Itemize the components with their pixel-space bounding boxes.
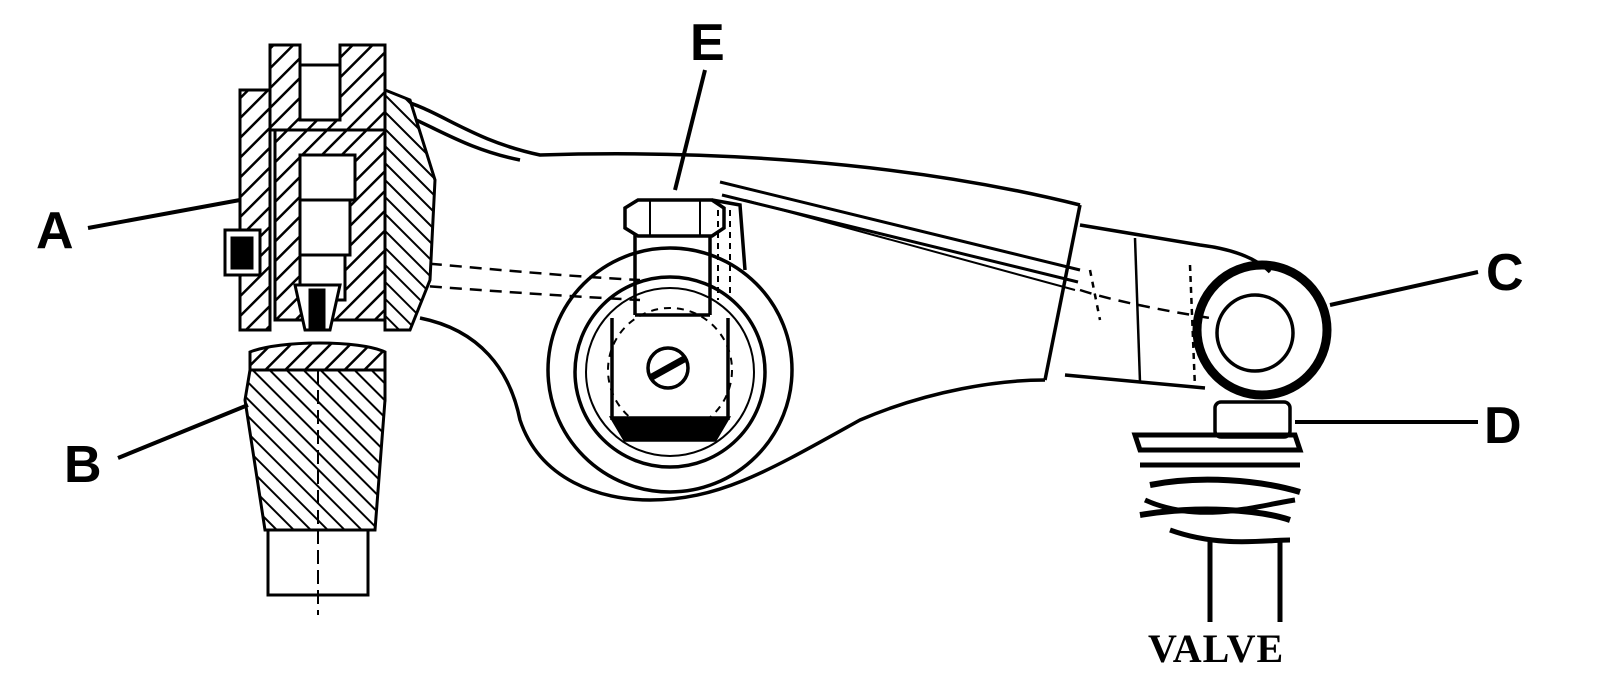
label-a: A [36,202,74,260]
leader-lines [87,69,1479,460]
tappet-section [223,43,437,615]
pivot-boss [546,230,794,494]
label-valve: VALVE [1148,626,1284,671]
rocker-arm-body [399,98,1082,502]
oil-passage [409,260,1211,321]
label-d: D [1484,397,1522,455]
adjuster-nut [623,198,747,300]
oil-tube [719,180,1081,291]
label-e: E [690,14,725,72]
valve-assembly [1131,400,1304,622]
valve-pad [1064,223,1332,400]
label-b: B [64,436,102,494]
label-c: C [1486,244,1524,302]
